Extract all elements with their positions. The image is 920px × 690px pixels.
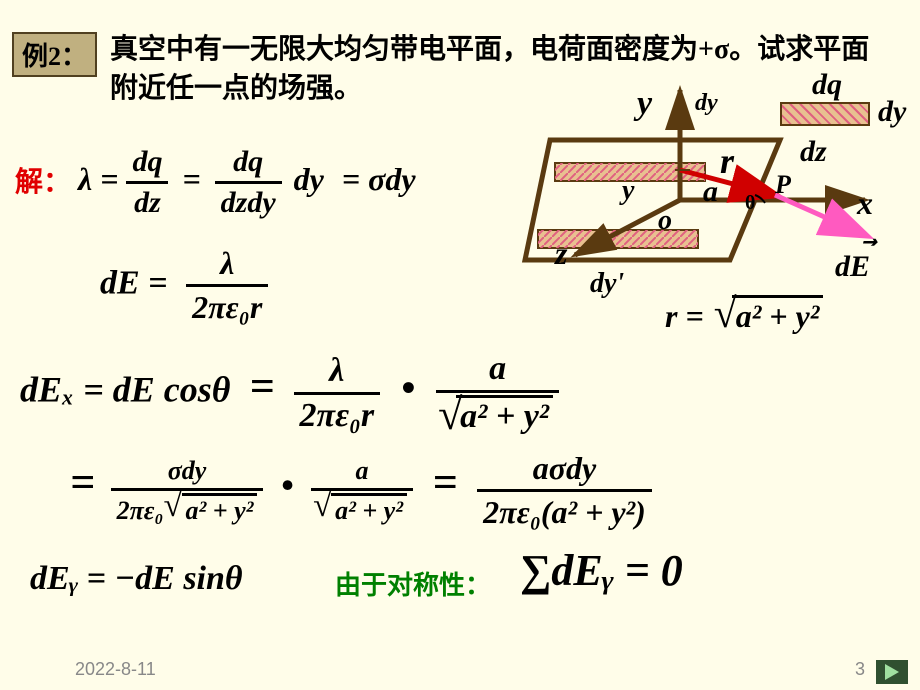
eq3-f2-num: a [436,350,559,393]
eq1-f1-num: dq [126,145,168,184]
lbl-x: x [857,185,873,222]
footer-page: 3 [855,659,865,680]
dq-element [780,102,870,126]
lbl-dz: dz [800,135,827,169]
eq3-f1-num: λ [294,352,381,395]
eq4: = σdy 2πε₀ a² + y² • a a² + y² = aσdy 2πε… [70,450,652,531]
lbl-z: z [555,235,567,272]
solution-label: 解： [15,160,71,200]
eq4-f1-den2: a² + y² [182,493,258,526]
eq3-f2-den: a² + y² [456,395,553,436]
footer-date: 2022-8-11 [75,659,156,680]
symmetry-note: 由于对称性： [335,565,491,602]
r-eq-rad: a² + y² [732,295,824,335]
eq3-eq: = [249,362,274,411]
eq4-eq2: = [433,458,458,507]
eq4-f1-den1: 2πε₀ [117,496,164,525]
eq4-dot: • [281,465,294,505]
eq1: λ = dq dz = dq dzdy dy = σdy [78,145,416,220]
eq6: ∑dEᵧ = 0 [520,545,683,596]
lbl-dy-top: dy [695,90,718,117]
lbl-y: y [637,85,652,123]
eq4-f1-num: σdy [111,456,264,491]
lbl-P: P [775,170,791,200]
eq1-dy: dy [294,161,324,197]
eq2: dE = λ 2πε₀r [100,245,268,326]
eq3-f1-den: 2πε₀r [294,395,381,435]
eq5: dEᵧ = −dE sinθ [30,560,243,598]
next-button[interactable] [876,660,908,684]
eq1-f2-den: dzdy [215,184,282,220]
eq1-rhs: = σdy [342,161,416,197]
eq2-lhs: dE = [100,264,168,301]
eq1-f2-num: dq [215,145,282,184]
eq4-f3-den: 2πε₀(a² + y²) [477,492,652,531]
eq4-f3-num: aσdy [477,450,652,492]
eq4-eq1: = [70,458,95,507]
r-eq-lhs: r = [665,298,704,334]
lbl-o: o [658,205,672,237]
eq1-mid: = [182,161,200,197]
lbl-y2: y [622,175,634,207]
lbl-dE: dE [835,250,870,284]
lbl-dyp: dy' [590,268,624,300]
example-label: 例2： [12,32,97,77]
lbl-dq: dq [812,68,842,102]
lbl-dy-right: dy [878,95,906,129]
r-eq: r = a² + y² [665,295,823,335]
eq3-dot: • [401,365,415,410]
lbl-theta: θ [745,192,755,215]
eq4-f2-den: a² + y² [331,493,407,526]
lbl-r: r [720,140,734,182]
eq3: dEₓ = dE cosθ = λ 2πε₀r • a a² + y² [20,350,559,436]
eq1-lhs: λ = [78,161,118,197]
eq3-lhs: dEₓ = dE cosθ [20,369,230,409]
example-label-text: 例2： [22,42,87,71]
eq2-num: λ [186,245,268,287]
eq1-f1-den: dz [126,184,168,220]
eq2-den: 2πε₀r [186,287,268,326]
lbl-a: a [703,175,718,209]
eq4-f2-num: a [311,456,413,491]
